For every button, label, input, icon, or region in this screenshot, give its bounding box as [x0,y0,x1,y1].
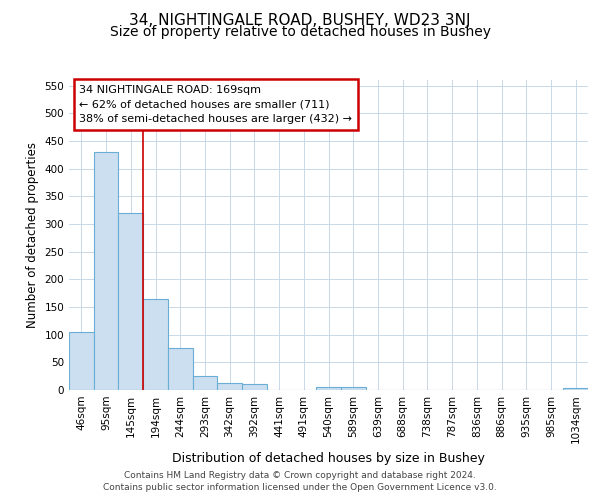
Bar [168,348,193,390]
Text: Contains public sector information licensed under the Open Government Licence v3: Contains public sector information licen… [103,484,497,492]
Bar [69,332,94,390]
Bar [217,384,242,390]
Bar [118,213,143,390]
Y-axis label: Number of detached properties: Number of detached properties [26,142,39,328]
Bar [316,387,341,390]
Bar [143,298,168,390]
Bar [341,387,365,390]
Bar [242,384,267,390]
Bar [193,376,217,390]
Text: Size of property relative to detached houses in Bushey: Size of property relative to detached ho… [110,25,491,39]
X-axis label: Distribution of detached houses by size in Bushey: Distribution of detached houses by size … [172,452,485,465]
Text: 34, NIGHTINGALE ROAD, BUSHEY, WD23 3NJ: 34, NIGHTINGALE ROAD, BUSHEY, WD23 3NJ [129,12,471,28]
Bar [563,388,588,390]
Bar [94,152,118,390]
Text: 34 NIGHTINGALE ROAD: 169sqm
← 62% of detached houses are smaller (711)
38% of se: 34 NIGHTINGALE ROAD: 169sqm ← 62% of det… [79,84,352,124]
Text: Contains HM Land Registry data © Crown copyright and database right 2024.: Contains HM Land Registry data © Crown c… [124,471,476,480]
